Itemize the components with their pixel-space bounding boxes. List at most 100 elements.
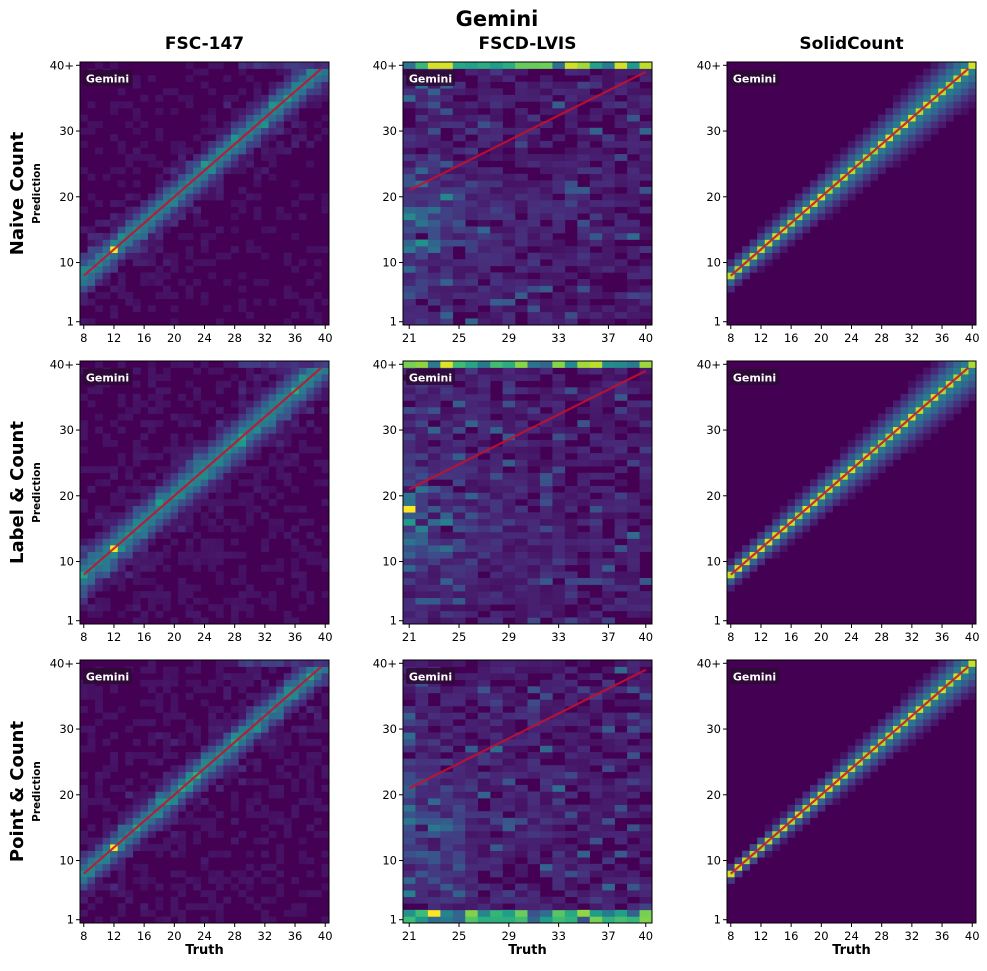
x-tick-label: 20: [814, 929, 829, 943]
heatmap-cell: [465, 193, 478, 201]
heatmap-cell: [832, 466, 841, 474]
heatmap-cell: [261, 407, 269, 414]
heatmap-cell: [102, 232, 111, 240]
heatmap-cell: [140, 140, 149, 148]
x-tick-label: 40: [638, 929, 653, 943]
heatmap-cell: [178, 850, 186, 858]
heatmap-cell: [465, 433, 478, 441]
heatmap-cell: [477, 413, 491, 421]
heatmap-cell: [639, 758, 653, 766]
heatmap-cell: [110, 512, 119, 520]
heatmap-cell: [261, 278, 269, 286]
heatmap-cell: [502, 817, 516, 825]
heatmap-cell: [527, 193, 541, 201]
heatmap-cell: [291, 265, 300, 273]
heatmap-cell: [427, 114, 441, 122]
heatmap-cell: [440, 213, 454, 221]
heatmap-cell: [465, 591, 478, 599]
heatmap-cell: [185, 876, 194, 884]
heatmap-cell: [577, 407, 591, 414]
axes-frame: [402, 61, 653, 326]
heatmap-cell: [230, 246, 239, 253]
heatmap-cell: [415, 610, 429, 618]
heatmap-cell: [602, 259, 615, 267]
heatmap-cell: [539, 692, 553, 700]
heatmap-cell: [627, 160, 640, 168]
heatmap-cell: [215, 439, 224, 447]
heatmap-cell: [539, 706, 553, 713]
heatmap-cell: [564, 311, 578, 319]
heatmap-cell: [306, 784, 315, 792]
heatmap-cell: [502, 909, 516, 917]
heatmap-cell: [193, 564, 202, 572]
heatmap-cell: [193, 551, 202, 559]
heatmap-cell: [253, 180, 262, 188]
heatmap-cell: [764, 844, 773, 851]
heatmap-cell: [953, 81, 962, 89]
heatmap-cell: [908, 94, 916, 102]
heatmap-cell: [178, 765, 186, 773]
heatmap-cell: [178, 413, 186, 421]
heatmap-cell: [502, 393, 516, 401]
heatmap-cell: [87, 101, 96, 109]
heatmap-cell: [627, 890, 640, 898]
heatmap-cell: [515, 518, 528, 526]
heatmap-cell: [163, 712, 171, 720]
heatmap-cell: [515, 479, 528, 487]
heatmap-cell: [602, 206, 615, 214]
heatmap-cell: [930, 127, 939, 135]
heatmap-cell: [147, 485, 156, 493]
heatmap-cell: [291, 62, 300, 69]
heatmap-cell: [515, 531, 528, 539]
heatmap-cell: [261, 439, 269, 447]
heatmap-cell: [639, 272, 653, 280]
heatmap-cell: [125, 407, 134, 414]
heatmap-cell: [223, 752, 232, 759]
heatmap-cell: [938, 380, 947, 388]
heatmap-cell: [95, 272, 103, 280]
heatmap-cell: [893, 420, 901, 428]
heatmap-cell: [140, 246, 149, 253]
heatmap-cell: [95, 699, 103, 707]
heatmap-cell: [200, 81, 209, 89]
heatmap-cell: [757, 252, 766, 260]
heatmap-cell: [772, 824, 781, 832]
heatmap-cell: [200, 400, 209, 408]
heatmap-cell: [230, 114, 239, 122]
heatmap-cell: [178, 798, 186, 805]
heatmap-cell: [577, 232, 591, 240]
heatmap-cell: [246, 492, 254, 500]
heatmap-cell: [415, 219, 429, 227]
heatmap-cell: [140, 200, 149, 207]
heatmap-cell: [527, 361, 541, 368]
heatmap-cell: [223, 686, 232, 694]
heatmap-cell: [140, 239, 149, 247]
heatmap-cell: [306, 771, 315, 779]
heatmap-cell: [230, 374, 239, 382]
heatmap-cell: [440, 903, 454, 911]
y-tick-label: 1: [714, 315, 721, 329]
heatmap-cell: [779, 239, 788, 247]
heatmap-cell: [515, 68, 528, 76]
heatmap-cell: [465, 752, 478, 759]
heatmap-cell: [253, 206, 262, 214]
heatmap-cell: [552, 265, 566, 273]
heatmap-cell: [163, 213, 171, 221]
heatmap-cell: [170, 292, 179, 300]
heatmap-cell: [564, 738, 578, 746]
heatmap-cell: [125, 160, 134, 168]
heatmap-cell: [465, 758, 478, 766]
heatmap-cell: [477, 311, 491, 319]
heatmap-cell: [95, 246, 103, 253]
heatmap-cell: [502, 824, 516, 832]
heatmap-cell: [427, 719, 441, 727]
heatmap-cell: [87, 850, 96, 858]
heatmap-cell: [477, 134, 491, 142]
heatmap-cell: [772, 512, 781, 520]
heatmap-cell: [564, 903, 578, 911]
heatmap-cell: [125, 837, 134, 845]
heatmap-cell: [80, 558, 88, 566]
heatmap-cell: [246, 883, 254, 891]
heatmap-cell: [95, 252, 103, 260]
heatmap-cell: [960, 673, 969, 681]
